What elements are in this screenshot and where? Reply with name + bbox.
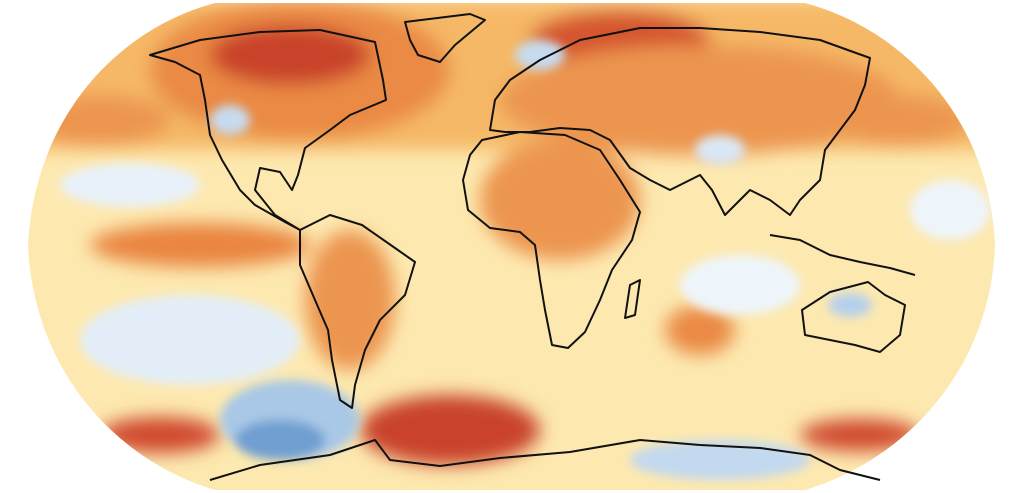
asia-warm xyxy=(500,45,900,155)
pacific-cool xyxy=(60,163,200,207)
scandinavia-cool xyxy=(515,40,565,70)
south-atlantic-hot xyxy=(360,395,540,465)
southern-pacific-hot xyxy=(100,417,220,453)
cool-regions xyxy=(60,40,990,480)
eurasia xyxy=(489,27,871,216)
antarctic-cool xyxy=(630,440,810,480)
southeast-asia xyxy=(769,234,916,276)
australia xyxy=(801,281,906,353)
east-pacific-cool xyxy=(910,180,990,240)
antarctica xyxy=(209,439,881,481)
coastlines xyxy=(149,13,916,481)
southern-indian-hot xyxy=(800,419,920,451)
south-pacific-cool xyxy=(80,295,300,385)
south-america-warm xyxy=(305,230,395,370)
pacific-warm-band xyxy=(90,223,310,267)
indian-ocean-cool xyxy=(680,255,800,315)
arctic-canada-hot xyxy=(210,25,370,85)
madagascar xyxy=(624,279,641,319)
tibet-cool xyxy=(695,135,745,165)
australia-cool xyxy=(828,293,872,317)
southern-ocean-cold xyxy=(235,420,325,460)
indian-ocean-warm xyxy=(665,305,735,355)
south-america xyxy=(299,214,416,409)
africa xyxy=(462,131,641,349)
us-west-cool xyxy=(210,105,250,135)
north-pacific-warm xyxy=(30,95,170,145)
north-america xyxy=(149,29,387,231)
greenland xyxy=(404,13,486,63)
africa-warm xyxy=(480,140,640,260)
north-pacific-east-warm xyxy=(830,95,970,145)
